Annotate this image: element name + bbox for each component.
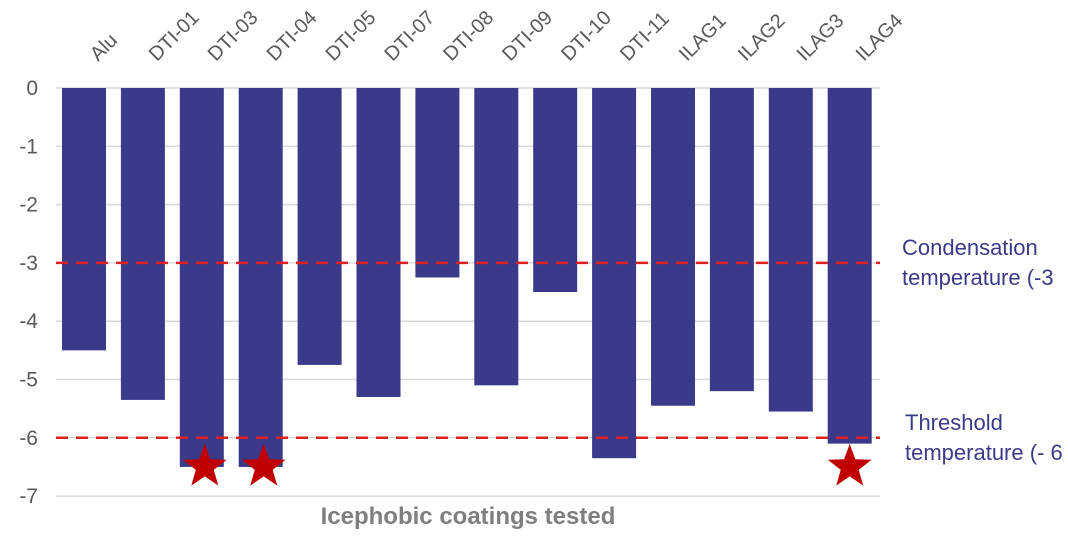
category-label: ILAG1 <box>675 10 731 66</box>
bar <box>356 88 401 397</box>
bar <box>474 88 519 386</box>
category-label: DTI-03 <box>204 7 263 66</box>
bar <box>768 88 813 412</box>
category-label: DTI-08 <box>439 7 498 66</box>
y-tick-label: 0 <box>26 77 38 100</box>
category-label: DTI-07 <box>380 7 439 66</box>
y-axis-ticks: 0 -1 -2 -3 -4 -5 -6 -7 <box>19 77 38 508</box>
bar <box>62 88 106 351</box>
reference-line-label: Condensation <box>902 235 1038 260</box>
star-icon <box>827 443 872 486</box>
bar <box>120 88 165 400</box>
category-label: DTI-05 <box>322 7 381 66</box>
y-tick-label: -2 <box>19 194 38 217</box>
category-label: ILAG2 <box>734 10 790 66</box>
category-label: DTI-11 <box>616 8 674 66</box>
star-icon <box>241 443 286 486</box>
reference-lines: Condensation temperature (-3 Threshold temp… <box>56 235 1063 465</box>
y-tick-label: -3 <box>19 252 38 275</box>
grid-lines <box>56 87 880 497</box>
x-axis-categories: Alu DTI-01 DTI-03 DTI-04 DTI-05 DTI-07 DTI-08 D… <box>86 7 907 66</box>
category-label: Alu <box>86 30 122 66</box>
reference-line-label: temperature (-3 <box>902 265 1054 290</box>
x-axis-label: Icephobic coatings tested <box>321 503 616 530</box>
bar <box>238 88 283 467</box>
bar <box>827 88 872 444</box>
y-tick-label: -1 <box>19 135 38 158</box>
category-label: DTI-01 <box>145 7 204 66</box>
y-tick-label: -5 <box>19 369 38 392</box>
category-label: DTI-10 <box>557 7 616 66</box>
bar <box>415 88 460 278</box>
bar <box>651 88 695 406</box>
category-label: ILAG3 <box>793 10 849 66</box>
bar <box>179 88 224 467</box>
category-label: ILAG4 <box>852 10 908 66</box>
y-tick-label: -7 <box>19 485 38 508</box>
bar <box>297 88 342 365</box>
highlight-markers <box>182 443 872 486</box>
y-tick-label: -4 <box>19 310 38 333</box>
star-icon <box>182 443 227 486</box>
reference-line-label: Threshold <box>905 410 1003 435</box>
category-label: DTI-09 <box>498 7 557 66</box>
bar <box>709 88 754 392</box>
category-label: DTI-04 <box>263 7 322 66</box>
bars <box>62 88 872 467</box>
bar <box>533 88 578 293</box>
bar <box>592 88 637 459</box>
y-tick-label: -6 <box>19 427 38 450</box>
reference-line-label: temperature (- 6 <box>905 440 1063 465</box>
